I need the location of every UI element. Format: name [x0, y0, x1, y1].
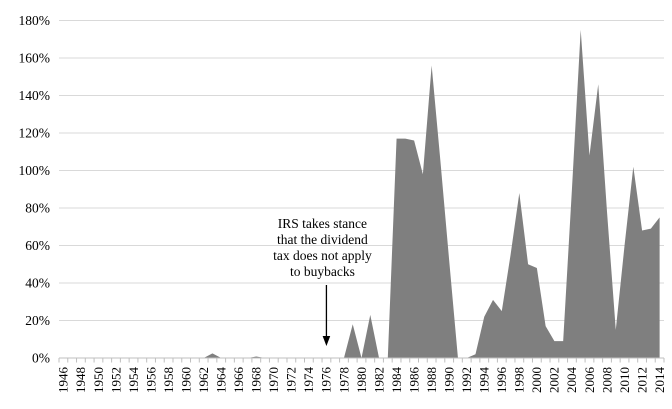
x-axis-tick-label: 2008: [599, 367, 614, 393]
annotation-text-line: tax does not apply: [273, 248, 372, 263]
x-axis-tick-label: 1976: [319, 367, 334, 394]
x-axis-tick-label: 2004: [564, 367, 579, 394]
x-axis-tick-label: 1956: [143, 367, 158, 394]
x-axis-tick-label: 2010: [617, 367, 632, 393]
x-axis-tick-label: 1988: [424, 367, 439, 393]
x-axis-tick-label: 2006: [582, 367, 597, 394]
x-axis-labels-group: 1946 1948 1950 1952 1954 1956 1958 1960 1962 1964…: [56, 367, 667, 394]
x-axis-tick-label: 1952: [108, 367, 123, 393]
y-axis-tick-label: 160%: [19, 51, 51, 66]
x-axis-tick-label: 1954: [126, 367, 141, 394]
x-axis-tick-label: 1984: [389, 367, 404, 394]
x-axis-tick-label: 1958: [161, 367, 176, 393]
annotation-text-line: that the dividend: [277, 232, 368, 247]
x-axis-tick-label: 1968: [249, 367, 264, 393]
x-axis-tick-label: 1980: [354, 367, 369, 393]
y-axis-tick-label: 180%: [19, 13, 51, 28]
x-axis-tick-label: 1964: [214, 367, 229, 394]
annotation-arrowhead-icon: [322, 336, 331, 346]
y-axis-tick-label: 0%: [32, 351, 50, 366]
x-axis-tick-label: 1996: [494, 367, 509, 394]
x-axis-tick-label: 1966: [231, 367, 246, 394]
y-axis-tick-label: 60%: [25, 238, 50, 253]
area-series-buybacks-ratio: [63, 29, 660, 358]
x-axis-tick-label: 1970: [266, 367, 281, 393]
x-axis-tick-label: 1998: [512, 367, 527, 393]
x-axis-tick-label: 1978: [336, 367, 351, 393]
x-axis-tick-label: 1986: [406, 367, 421, 394]
x-axis-ticks-group: [58, 358, 665, 363]
y-axis-tick-label: 80%: [25, 201, 50, 216]
y-axis-tick-label: 20%: [25, 313, 50, 328]
y-axis-tick-label: 40%: [25, 276, 50, 291]
x-axis-tick-label: 1990: [441, 367, 456, 393]
y-axis-tick-label: 120%: [19, 126, 51, 141]
x-axis-tick-label: 2012: [634, 367, 649, 393]
x-axis-tick-label: 2002: [547, 367, 562, 393]
y-axis-tick-label: 140%: [19, 88, 51, 103]
annotation-text-line: IRS takes stance: [278, 216, 367, 231]
y-axis-labels-group: 0% 20% 40% 60% 80% 100% 120% 140% 160% 180%: [19, 13, 51, 366]
x-axis-tick-label: 1982: [371, 367, 386, 393]
x-axis-tick-label: 2014: [652, 367, 667, 394]
x-axis-tick-label: 1946: [56, 367, 71, 394]
x-axis-tick-label: 1974: [301, 367, 316, 394]
y-axis-tick-label: 100%: [19, 163, 51, 178]
x-axis-tick-label: 1992: [459, 367, 474, 393]
x-axis-tick-label: 1972: [284, 367, 299, 393]
x-axis-tick-label: 1948: [73, 367, 88, 393]
x-axis-tick-label: 2000: [529, 367, 544, 393]
x-axis-tick-label: 1960: [178, 367, 193, 393]
annotation-text-line: to buybacks: [290, 264, 355, 279]
gridlines-group: [59, 20, 664, 359]
x-axis-tick-label: 1950: [91, 367, 106, 393]
x-axis-tick-label: 1962: [196, 367, 211, 393]
x-axis-tick-label: 1994: [477, 367, 492, 394]
